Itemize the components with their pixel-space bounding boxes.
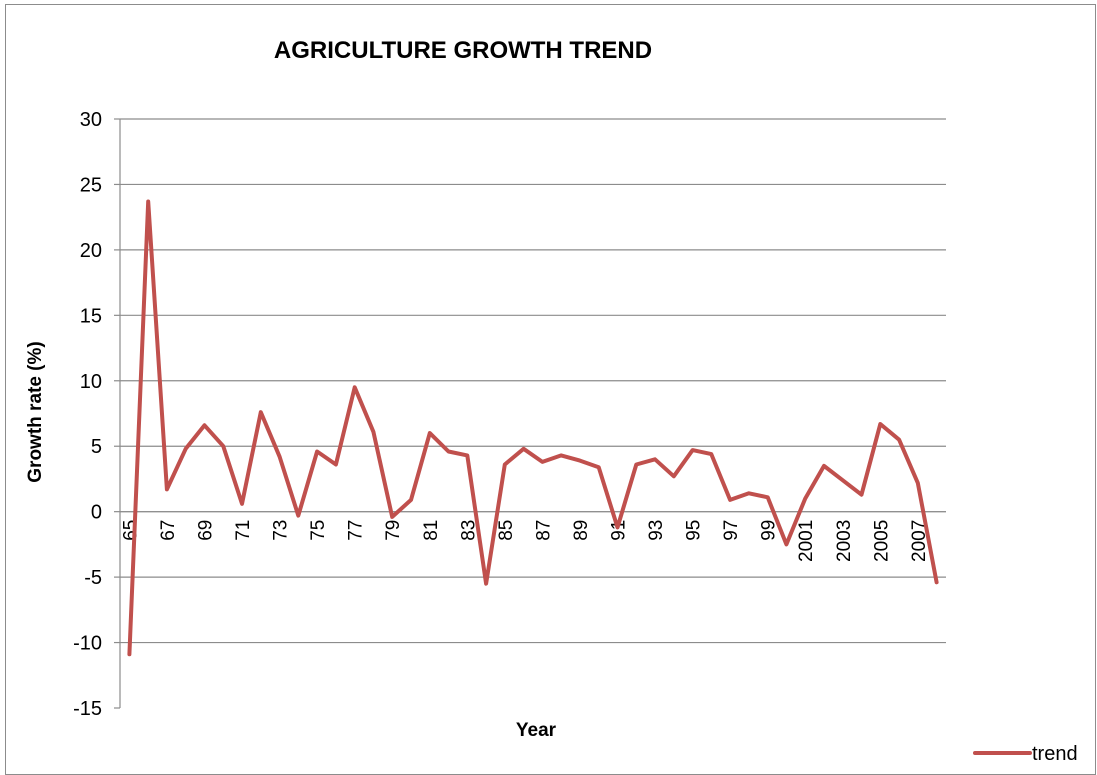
x-tick-label: 89 bbox=[571, 520, 592, 541]
series-layer bbox=[127, 199, 939, 657]
x-tick-label: 99 bbox=[759, 520, 780, 541]
y-tick-label: 25 bbox=[80, 174, 102, 196]
x-tick-label: 2003 bbox=[834, 520, 855, 562]
y-tick-label: 10 bbox=[80, 371, 102, 393]
x-tick-label: 95 bbox=[684, 520, 705, 541]
series-line-trend bbox=[127, 199, 939, 657]
x-axis-title: Year bbox=[516, 720, 557, 741]
x-tick-label: 75 bbox=[308, 520, 329, 541]
x-tick-label: 91 bbox=[608, 520, 629, 541]
legend-label-trend: trend bbox=[1032, 743, 1078, 765]
legend: trend bbox=[973, 743, 1078, 765]
y-tick-label: -15 bbox=[73, 698, 102, 720]
x-tick-label: 67 bbox=[158, 520, 179, 541]
x-tick-label: 2007 bbox=[909, 520, 930, 562]
x-tick-label: 65 bbox=[120, 520, 141, 541]
y-tick-label: -10 bbox=[73, 633, 102, 655]
x-tick-label: 93 bbox=[646, 520, 667, 541]
y-tick-label: 15 bbox=[80, 305, 102, 327]
chart-area bbox=[5, 4, 1096, 775]
x-tick-label: 2001 bbox=[796, 520, 817, 562]
chart-title: AGRICULTURE GROWTH TREND bbox=[274, 37, 652, 64]
x-tick-label: 81 bbox=[421, 520, 442, 541]
y-tick-label: 5 bbox=[91, 436, 102, 458]
x-tick-label: 73 bbox=[271, 520, 292, 541]
x-tick-label: 83 bbox=[458, 520, 479, 541]
x-tick-label: 71 bbox=[233, 520, 254, 541]
y-axis-ticks: -15 -10 -5 0 5 10 15 20 25 30 bbox=[73, 109, 120, 720]
x-tick-label: 69 bbox=[195, 520, 216, 541]
x-tick-label: 85 bbox=[496, 520, 517, 541]
y-tick-label: -5 bbox=[84, 567, 102, 589]
y-tick-label: 30 bbox=[80, 109, 102, 131]
y-axis-title: Growth rate (%) bbox=[25, 341, 46, 482]
y-tick-label: 20 bbox=[80, 240, 102, 262]
x-tick-label: 2005 bbox=[871, 520, 892, 562]
gridlines bbox=[120, 118, 946, 644]
axes bbox=[119, 119, 946, 708]
x-axis-ticks: 65 67 69 71 73 75 77 79 81 83 85 87 89 91 93 95 97 99 2001… bbox=[120, 520, 929, 562]
y-tick-label: 0 bbox=[91, 502, 102, 524]
x-tick-label: 79 bbox=[383, 520, 404, 541]
x-tick-label: 87 bbox=[533, 520, 554, 541]
x-tick-label: 97 bbox=[721, 520, 742, 541]
x-tick-label: 77 bbox=[346, 520, 367, 541]
